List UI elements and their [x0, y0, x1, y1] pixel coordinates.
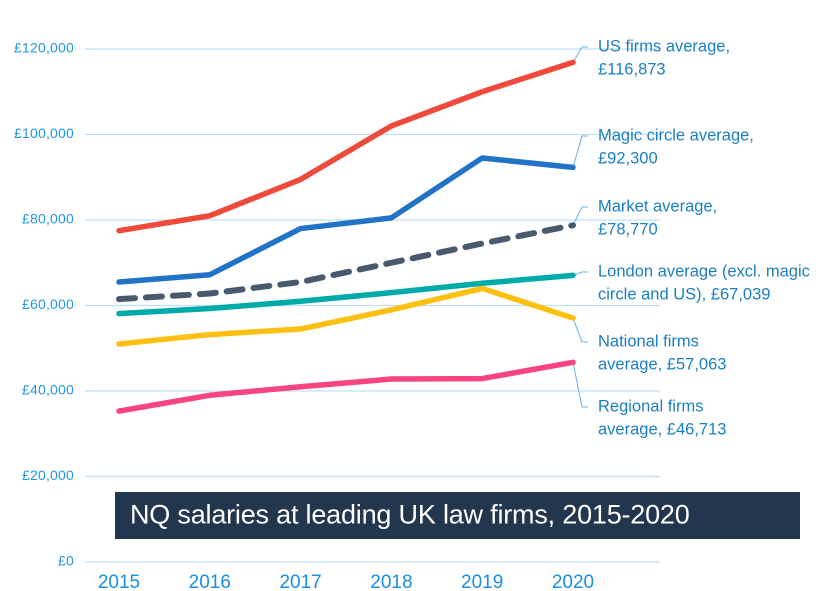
- series-line: [116, 222, 576, 303]
- series-label-line1: Magic circle average,: [598, 126, 754, 144]
- x-axis-tick-label: 2016: [189, 572, 231, 591]
- series-label-line1: Market average,: [598, 197, 717, 215]
- series-label-line2: £78,770: [598, 220, 658, 238]
- series-line: [116, 59, 576, 234]
- x-axis-tick-labels: 2015 2016 2017 2018 2019 2020: [98, 572, 594, 591]
- series-line: [116, 359, 576, 414]
- series-line: [116, 155, 576, 285]
- series-label-line2: £92,300: [598, 149, 658, 167]
- series-label-line2: average, £46,713: [598, 420, 726, 438]
- banner-background: [115, 492, 800, 539]
- title-banner: NQ salaries at leading UK law firms, 201…: [115, 492, 800, 539]
- x-axis-tick-label: 2018: [370, 572, 412, 591]
- y-axis-tick-label: £100,000: [14, 125, 74, 141]
- series-label-line1: London average (excl. magic: [598, 262, 810, 280]
- series-end-labels: US firms average, £116,873 Magic circle av…: [598, 37, 810, 438]
- series-label-line2: average, £57,063: [598, 355, 726, 373]
- leader-line: [572, 206, 588, 226]
- x-axis-tick-label: 2020: [552, 572, 594, 591]
- leader-line: [572, 271, 588, 276]
- x-axis-tick-label: 2017: [279, 572, 321, 591]
- series-label-line1: Regional firms: [598, 397, 703, 415]
- series-label-line2: circle and US), £67,039: [598, 285, 770, 303]
- series-label-line1: National firms: [598, 332, 699, 350]
- leader-line: [572, 135, 588, 168]
- leader-line: [572, 46, 588, 63]
- y-axis-tick-label: £120,000: [14, 40, 74, 56]
- y-axis-tick-label: £0: [58, 553, 74, 569]
- series-line: [116, 285, 576, 347]
- leader-lines: [572, 46, 588, 408]
- series-label-line2: £116,873: [598, 60, 666, 78]
- x-axis-tick-label: 2015: [98, 572, 140, 591]
- gridlines: [85, 48, 660, 563]
- y-axis-tick-label: £40,000: [22, 382, 74, 398]
- leader-line: [572, 362, 588, 408]
- x-axis-tick-label: 2019: [461, 572, 503, 591]
- series-label-line1: US firms average,: [598, 37, 730, 55]
- leader-line: [572, 317, 588, 343]
- y-axis-tick-label: £20,000: [22, 467, 74, 483]
- data-series: [116, 59, 576, 414]
- y-axis-tick-label: £80,000: [22, 211, 74, 227]
- y-axis-tick-labels: £0 £20,000 £40,000 £60,000 £80,000 £100,000 £1…: [14, 40, 74, 569]
- chart-title: NQ salaries at leading UK law firms, 201…: [130, 500, 690, 530]
- y-axis-tick-label: £60,000: [22, 296, 74, 312]
- series-line: [116, 272, 576, 317]
